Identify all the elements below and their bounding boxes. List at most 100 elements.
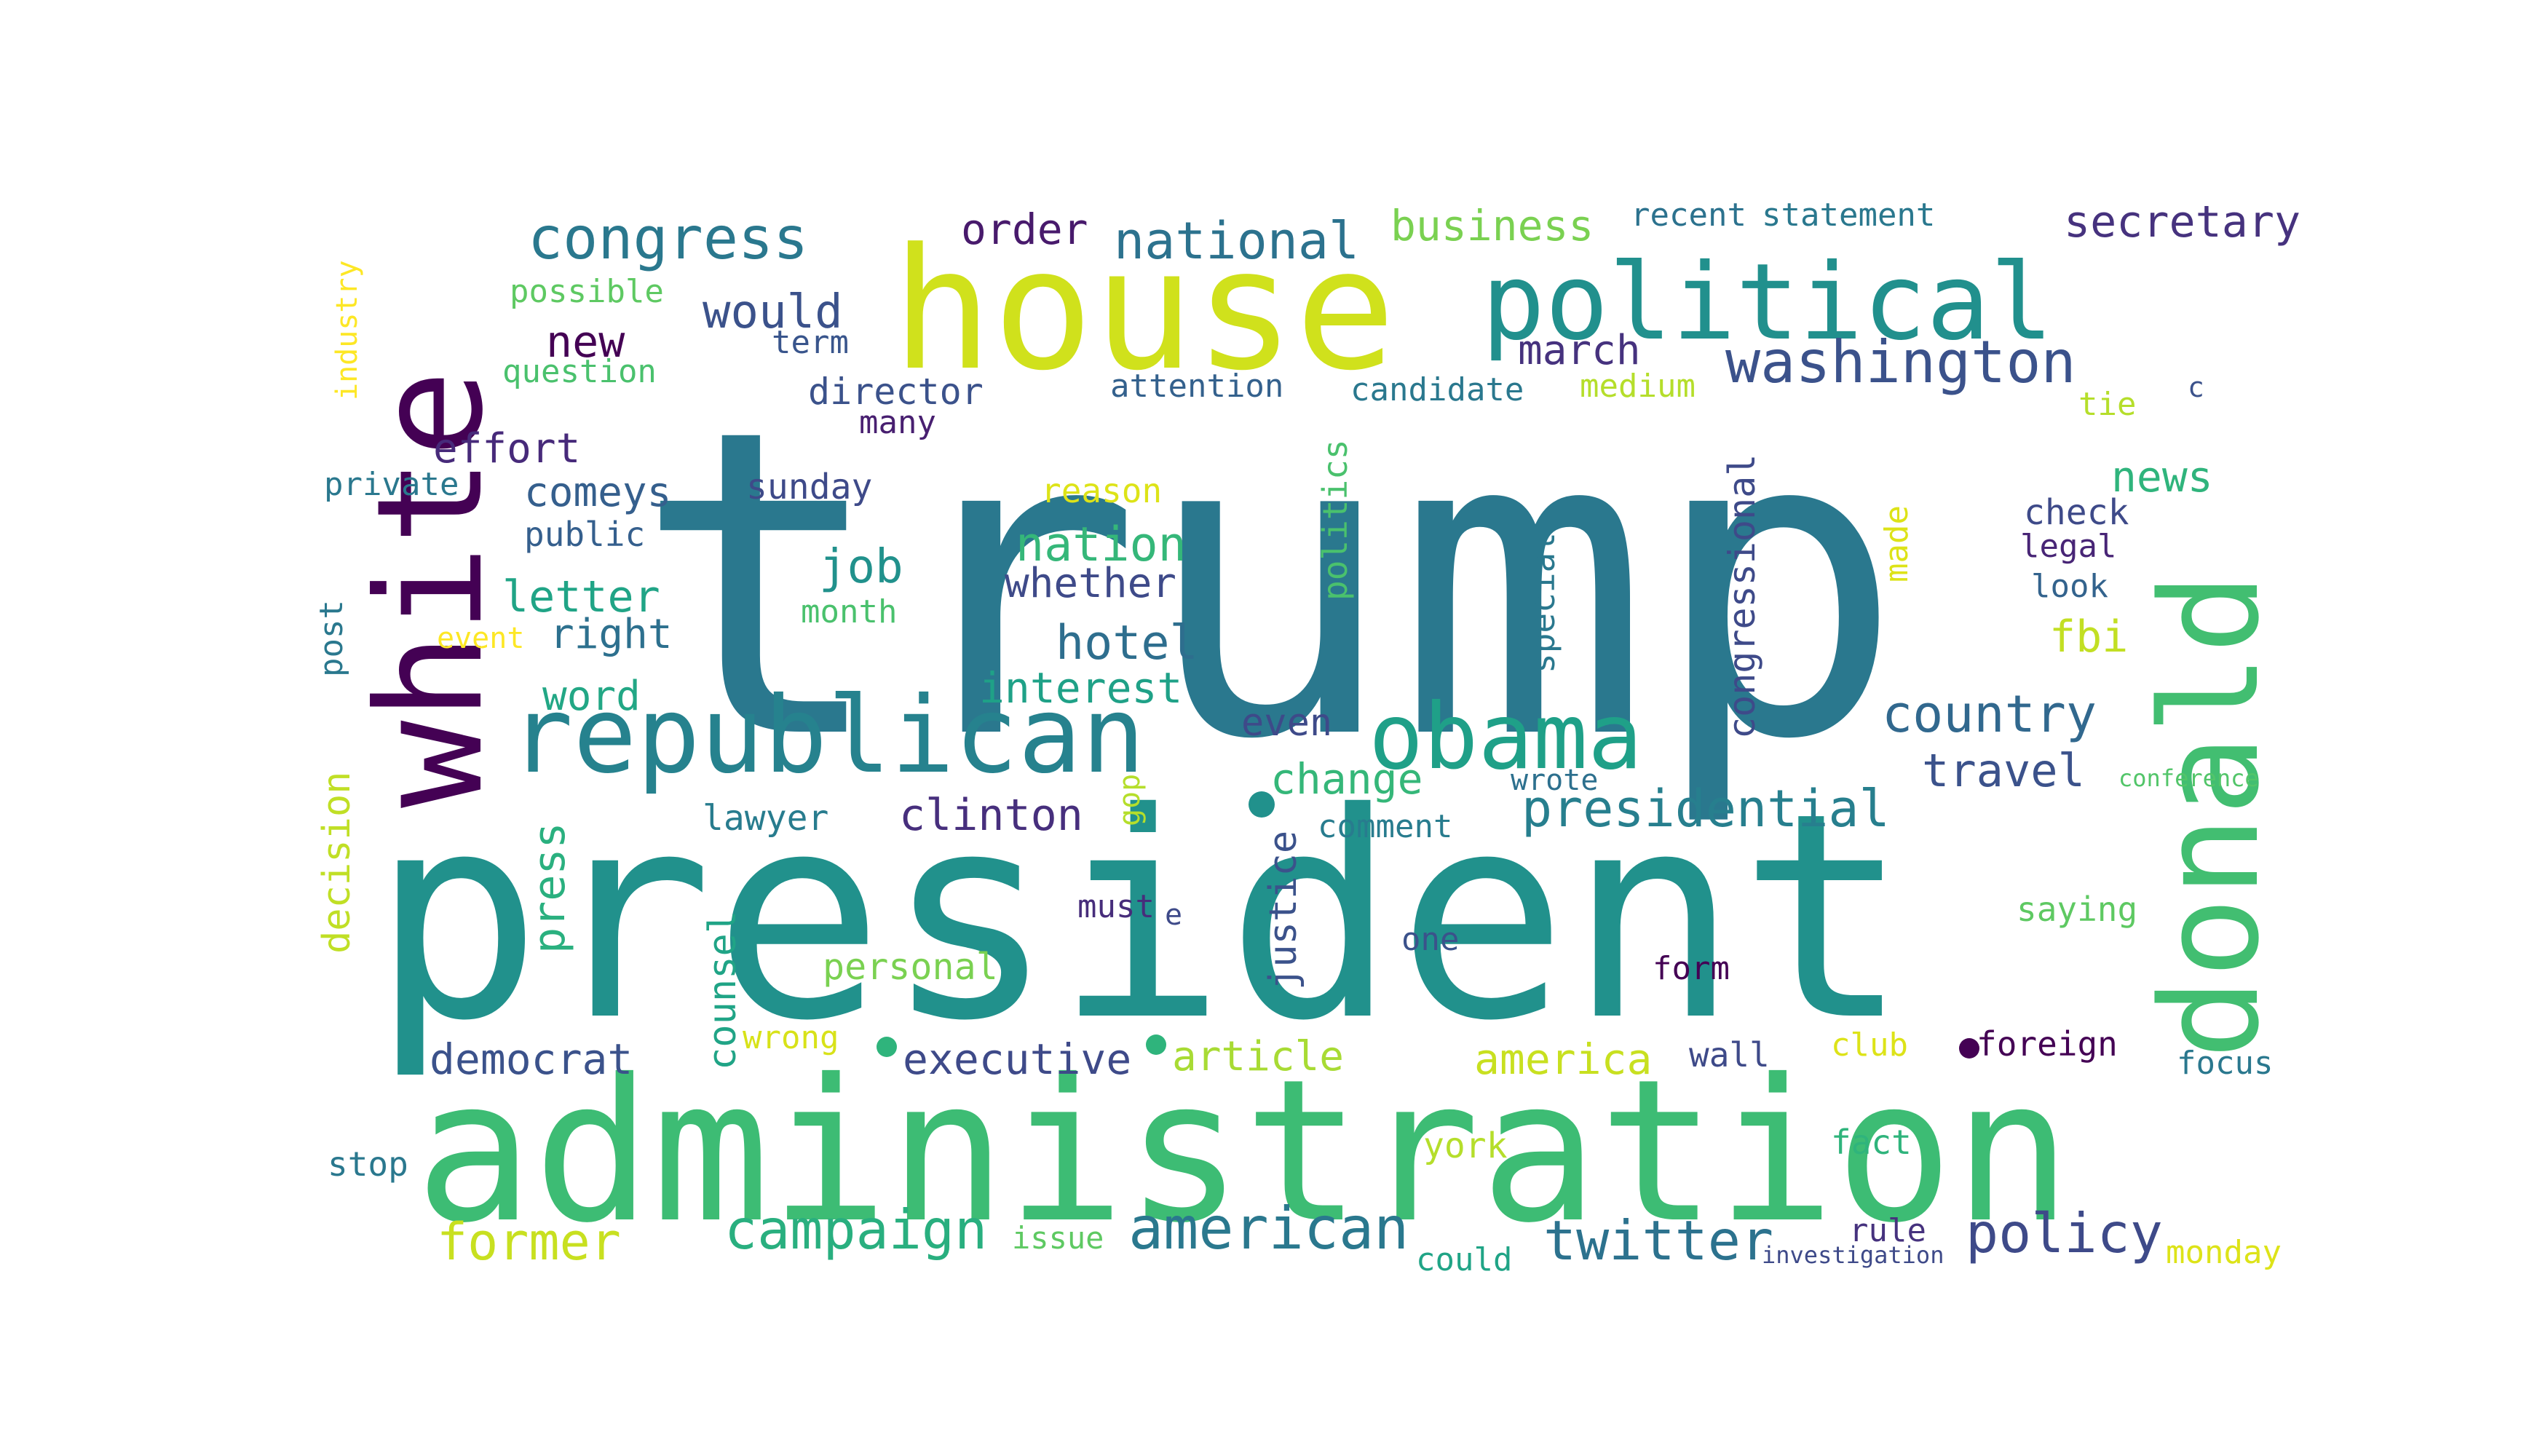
word-american: american — [1128, 1195, 1409, 1262]
word-event: event — [437, 622, 524, 655]
word-month: month — [801, 593, 897, 630]
word-hotel: hotel — [1056, 616, 1198, 670]
word-stop: stop — [328, 1144, 408, 1184]
word-foreign: foreign — [1977, 1024, 2118, 1064]
word-fbi: fbi — [2049, 612, 2128, 662]
word-term: term — [772, 324, 849, 361]
word-c: c — [2188, 371, 2204, 403]
word-decision: decision — [315, 772, 359, 954]
word-march: march — [1518, 327, 1641, 374]
word-focus: focus — [2177, 1045, 2273, 1082]
word-travel: travel — [1922, 744, 2085, 797]
word-national: national — [1114, 211, 1359, 271]
word-tie: tie — [2078, 386, 2136, 423]
word-presidential: presidential — [1522, 779, 1890, 839]
word-recent: recent — [1631, 197, 1746, 234]
word-country: country — [1882, 684, 2097, 744]
word-change: change — [1270, 754, 1423, 804]
word-attention: attention — [1110, 368, 1283, 405]
word-made: made — [1878, 505, 1915, 582]
word-e: e — [1165, 898, 1182, 932]
dot-mark — [1146, 1034, 1166, 1055]
word-check: check — [2024, 492, 2129, 533]
word-comeys: comeys — [524, 469, 671, 516]
word-politics: politics — [1315, 439, 1355, 601]
word-wrote: wrote — [1511, 764, 1598, 797]
word-special: special — [1523, 532, 1562, 673]
word-democrat: democrat — [430, 1034, 633, 1084]
word-secretary: secretary — [2064, 197, 2300, 248]
word-private: private — [324, 466, 459, 503]
word-many: many — [859, 404, 936, 441]
word-political: political — [1481, 241, 2054, 364]
word-america: america — [1474, 1034, 1652, 1084]
word-right: right — [550, 611, 673, 658]
word-washington: washington — [1725, 328, 2076, 396]
word-obama: obama — [1369, 684, 1642, 790]
word-club: club — [1831, 1026, 1908, 1064]
word-must: must — [1077, 888, 1155, 925]
word-rule: rule — [1849, 1212, 1926, 1249]
word-congressional: congressional — [1721, 454, 1763, 739]
word-whether: whether — [1005, 560, 1176, 607]
word-effort: effort — [433, 425, 580, 472]
word-word: word — [542, 673, 641, 720]
word-monday: monday — [2166, 1234, 2282, 1271]
word-statement: statement — [1762, 197, 1935, 234]
word-job: job — [819, 540, 903, 594]
word-one: one — [1401, 921, 1459, 958]
dot-mark — [877, 1037, 897, 1057]
word-even: even — [1241, 701, 1332, 745]
word-business: business — [1390, 201, 1594, 250]
word-counsel: counsel — [701, 911, 745, 1070]
word-new: new — [546, 317, 625, 368]
word-question: question — [502, 353, 657, 390]
word-possible: possible — [510, 273, 664, 310]
word-campaign: campaign — [724, 1198, 987, 1262]
word-sunday: sunday — [746, 467, 872, 507]
word-policy: policy — [1966, 1201, 2163, 1265]
word-personal: personal — [823, 946, 998, 988]
word-post: post — [313, 600, 350, 677]
word-candidate: candidate — [1350, 371, 1524, 408]
word-republican: republican — [510, 674, 1145, 797]
word-trump: trump — [633, 340, 1904, 831]
word-york: york — [1423, 1125, 1508, 1166]
word-executive: executive — [903, 1034, 1131, 1084]
word-conference: conference — [2118, 764, 2259, 792]
word-legal: legal — [2020, 528, 2116, 565]
word-wall: wall — [1689, 1035, 1770, 1075]
word-article: article — [1172, 1033, 1344, 1080]
word-lawyer: lawyer — [703, 798, 828, 839]
word-administration: administration — [415, 1037, 2072, 1266]
word-press: press — [524, 822, 575, 954]
word-justice: justice — [1262, 831, 1305, 990]
word-donald: donald — [2132, 573, 2289, 1059]
word-congress: congress — [528, 205, 808, 272]
word-house: house — [892, 213, 1396, 408]
word-medium: medium — [1580, 368, 1696, 405]
word-form: form — [1653, 950, 1730, 987]
word-wrong: wrong — [743, 1019, 839, 1056]
word-gop: gop — [1113, 774, 1147, 826]
word-letter: letter — [502, 571, 660, 622]
word-reason: reason — [1041, 471, 1162, 510]
word-comment: comment — [1318, 808, 1452, 845]
word-investigation: investigation — [1762, 1241, 1944, 1269]
dot-mark — [1249, 791, 1275, 818]
word-look: look — [2031, 568, 2108, 605]
word-public: public — [524, 515, 645, 554]
word-former: former — [437, 1212, 621, 1272]
dot-mark — [1959, 1038, 1979, 1059]
word-nation: nation — [1016, 518, 1187, 572]
word-clinton: clinton — [899, 790, 1083, 841]
word-industry: industry — [331, 260, 364, 400]
word-would: would — [703, 285, 843, 339]
word-saying: saying — [2017, 890, 2137, 929]
word-twitter: twitter — [1543, 1208, 1773, 1273]
word-white: white — [346, 370, 515, 808]
word-issue: issue — [1012, 1220, 1104, 1256]
word-interest: interest — [979, 663, 1182, 713]
word-order: order — [961, 205, 1088, 254]
